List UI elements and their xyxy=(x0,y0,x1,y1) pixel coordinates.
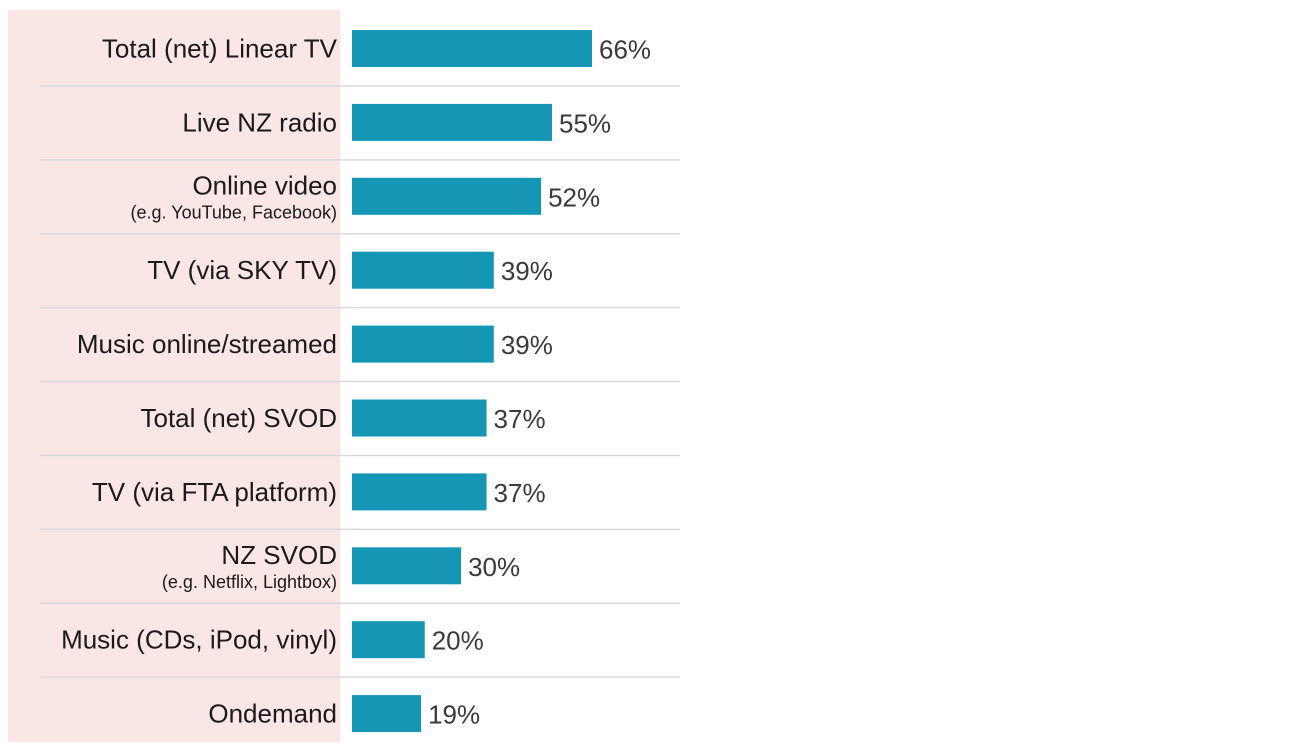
category-label: Total (net) SVOD xyxy=(140,403,337,433)
category-label: TV (via FTA platform) xyxy=(92,477,337,507)
bar xyxy=(352,103,552,141)
category-sublabel: (e.g. YouTube, Facebook) xyxy=(131,202,337,222)
bar xyxy=(352,325,494,363)
value-label: 66% xyxy=(599,35,651,65)
bar xyxy=(352,473,487,511)
category-label: Total (net) Linear TV xyxy=(102,34,338,64)
row-separators xyxy=(40,85,680,678)
bars-group xyxy=(352,30,592,733)
category-label: Music (CDs, iPod, vinyl) xyxy=(61,625,337,655)
value-label: 19% xyxy=(428,700,480,730)
bar xyxy=(352,621,425,659)
bar xyxy=(352,251,494,289)
category-sublabel: (e.g. Netflix, Lightbox) xyxy=(162,572,337,592)
category-label: Music online/streamed xyxy=(77,329,337,359)
value-label: 39% xyxy=(501,330,553,360)
label-panel-background xyxy=(8,10,340,742)
category-label: Ondemand xyxy=(208,699,337,729)
category-labels-group: Total (net) Linear TV Live NZ radio Online… xyxy=(61,34,338,729)
category-label: Online video xyxy=(192,170,337,200)
value-label: 55% xyxy=(559,108,611,138)
value-label: 39% xyxy=(501,256,553,286)
category-label: NZ SVOD xyxy=(221,540,337,570)
bar xyxy=(352,30,592,67)
category-label: TV (via SKY TV) xyxy=(147,255,337,285)
value-label: 20% xyxy=(432,626,484,656)
value-label: 37% xyxy=(494,404,546,434)
value-labels-group: 66% 55% 52% 39% 39% 37% 37% 30% 20% 19% xyxy=(428,35,651,730)
bar xyxy=(352,177,542,215)
value-label: 37% xyxy=(494,478,546,508)
category-label: Live NZ radio xyxy=(182,107,337,137)
bar xyxy=(352,695,422,733)
bar xyxy=(352,547,462,585)
value-label: 52% xyxy=(548,182,600,212)
value-label: 30% xyxy=(468,552,520,582)
bar xyxy=(352,399,487,437)
